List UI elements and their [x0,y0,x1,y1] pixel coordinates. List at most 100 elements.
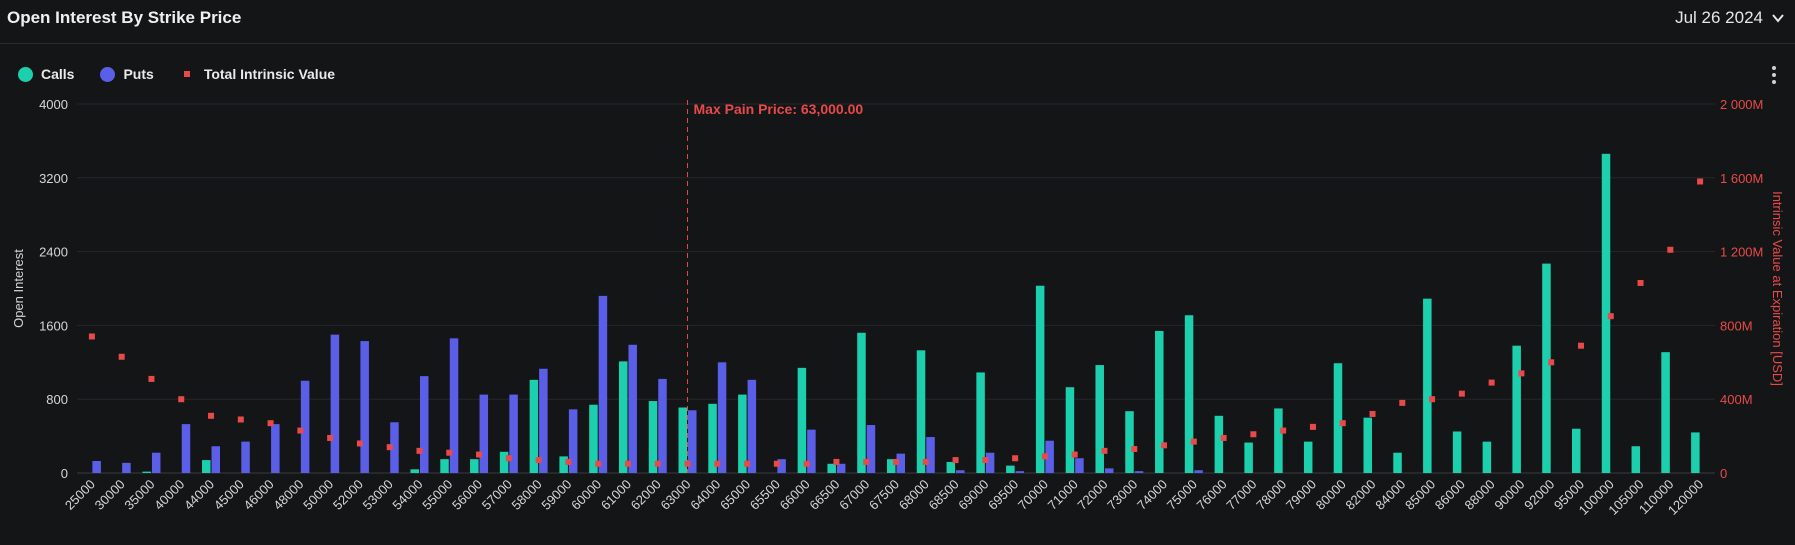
puts-bar [92,461,101,473]
intrinsic-point [1577,342,1584,349]
chart-title: Open Interest By Strike Price [7,8,242,27]
calls-bar [1393,452,1402,473]
y2-axis-label: Intrinsic Value at Expiration [USD] [1770,191,1785,386]
puts-bar [211,446,221,473]
legend-item-puts[interactable]: Puts [100,66,154,82]
intrinsic-swatch [183,71,190,77]
x-tick-label: 55000 [419,477,455,513]
calls-bar [1423,298,1432,473]
x-tick-label: 75000 [1164,477,1200,513]
puts-bar [688,410,697,473]
intrinsic-point [416,447,423,454]
intrinsic-point [624,460,631,467]
x-tick-label: 74000 [1134,477,1170,513]
calls-bar [499,451,509,473]
x-tick-label: 71000 [1045,477,1081,513]
puts-bar [777,459,786,473]
puts-bar [1194,470,1203,473]
x-tick-label: 58000 [509,477,545,513]
max-pain-label: Max Pain Price: 63,000.00 [694,101,864,117]
y-tick-label: 800 [46,392,68,407]
intrinsic-point [386,444,393,451]
intrinsic-point [88,333,95,340]
legend-label-calls: Calls [41,66,75,82]
calls-bar [142,471,151,473]
intrinsic-point [654,460,661,467]
calls-bar [589,404,598,473]
legend-label-puts: Puts [123,66,154,82]
x-tick-label: 46000 [241,477,277,513]
puts-bar [628,344,637,473]
x-tick-label: 35000 [121,477,157,513]
y2-tick-label: 400M [1720,392,1753,407]
intrinsic-point [1161,442,1168,449]
x-tick-label: 82000 [1342,477,1378,513]
intrinsic-point [476,451,483,458]
intrinsic-point [982,457,989,464]
x-tick-label: 50000 [300,477,336,513]
x-tick-label: 67500 [866,477,902,513]
intrinsic-point [1429,396,1436,403]
puts-bar [747,379,757,473]
y-tick-label: 1600 [39,318,68,333]
puts-bar [509,394,518,473]
chevron-down-icon [1772,14,1784,23]
puts-swatch [100,66,116,82]
expiry-date-dropdown[interactable]: Jul 26 2024 [1675,8,1785,28]
intrinsic-point [1697,178,1704,185]
x-tick-label: 66000 [777,477,813,513]
calls-bar [1035,285,1045,473]
intrinsic-point [863,458,870,465]
calls-bar [202,460,211,473]
puts-bar [896,453,905,473]
legend-item-intrinsic[interactable]: Total Intrinsic Value [180,66,335,82]
x-tick-label: 78000 [1253,477,1289,513]
puts-bar [300,380,310,473]
puts-bar [1015,471,1025,473]
x-tick-label: 92000 [1521,477,1557,513]
puts-bar [390,422,399,473]
puts-bar [1104,468,1114,473]
intrinsic-point [1667,246,1674,253]
x-tick-label: 65500 [747,477,783,513]
calls-bar [1155,330,1164,473]
calls-bar [738,394,747,473]
puts-bar [807,429,816,473]
y-axis-label: Open Interest [11,249,26,328]
puts-bar [658,378,667,473]
intrinsic-point [1220,434,1227,441]
x-tick-label: 25000 [62,477,98,513]
calls-bar [440,459,449,473]
calls-bar [797,367,807,473]
puts-bar [985,452,995,473]
puts-bar [539,368,548,473]
intrinsic-point [952,457,959,464]
intrinsic-point [565,458,572,465]
calls-bar [1542,263,1551,473]
more-vertical-icon[interactable] [1767,64,1781,88]
intrinsic-point [1041,453,1048,460]
calls-bar [857,332,866,473]
intrinsic-point [118,353,125,360]
puts-bar [479,394,489,473]
calls-bar [1452,431,1462,473]
legend-item-calls[interactable]: Calls [18,66,74,82]
calls-bar [946,461,956,473]
intrinsic-point [148,375,155,382]
calls-bar [708,403,717,473]
intrinsic-point [535,457,542,464]
calls-bar [1333,363,1343,473]
puts-bar [122,462,131,473]
intrinsic-point [267,420,274,427]
x-tick-label: 67000 [836,477,872,513]
intrinsic-point [1518,370,1525,377]
calls-bar [470,459,479,473]
intrinsic-point [922,458,929,465]
x-tick-label: 76000 [1194,477,1230,513]
puts-bar [360,341,369,473]
calls-bar [618,361,628,473]
calls-bar [559,456,568,473]
intrinsic-point [446,449,453,456]
x-tick-label: 61000 [598,477,634,513]
